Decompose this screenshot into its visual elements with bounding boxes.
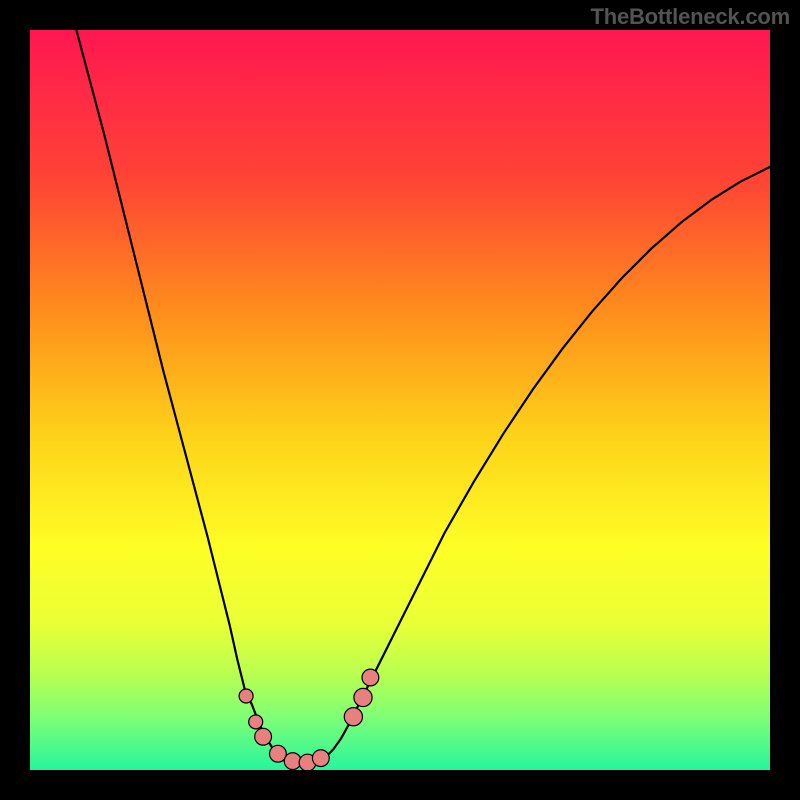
watermark-text: TheBottleneck.com — [590, 4, 790, 30]
data-marker — [255, 728, 272, 745]
data-marker — [284, 753, 301, 770]
data-marker — [362, 669, 379, 686]
bottleneck-chart — [0, 0, 800, 800]
data-marker — [249, 715, 263, 729]
data-marker — [312, 750, 329, 767]
data-marker — [344, 708, 362, 726]
chart-frame: TheBottleneck.com — [0, 0, 800, 800]
data-marker — [354, 688, 372, 706]
data-marker — [270, 745, 287, 762]
data-marker — [239, 689, 253, 703]
